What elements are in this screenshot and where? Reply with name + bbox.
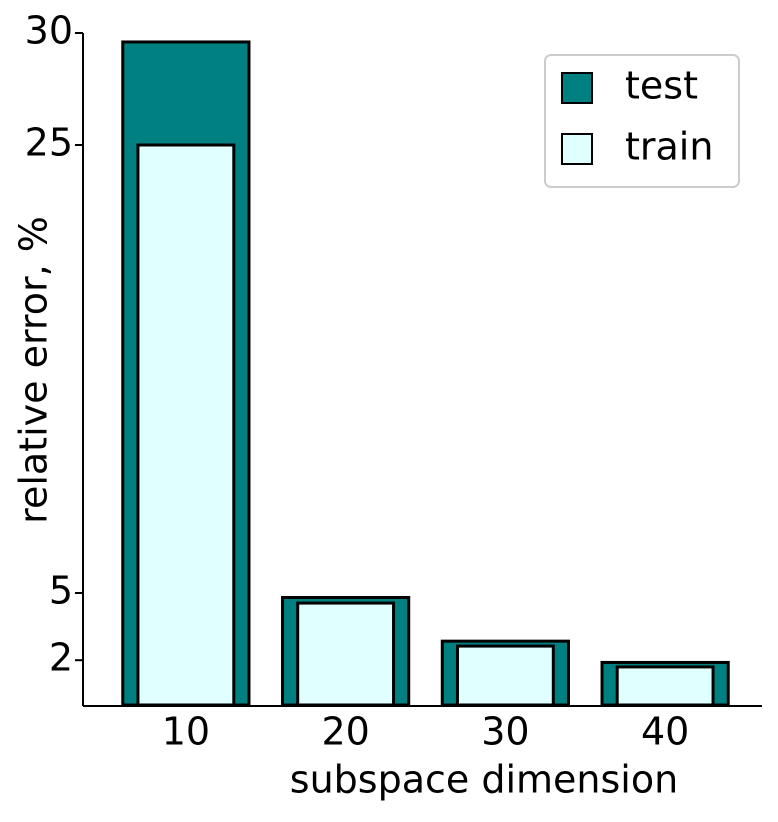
- legend-swatch: [561, 133, 593, 165]
- x-tick-label: 10: [162, 710, 210, 754]
- y-tick-label: 2: [49, 636, 73, 680]
- x-tick-label: 20: [321, 710, 369, 754]
- bar: [136, 143, 236, 707]
- legend-label: test: [625, 64, 698, 108]
- y-axis-label: relative error, %: [12, 216, 56, 524]
- y-tick-label: 30: [25, 9, 73, 53]
- x-axis-label: subspace dimension: [290, 758, 678, 802]
- y-tick-label: 25: [25, 121, 73, 165]
- y-tick-label: 5: [49, 569, 73, 613]
- bar: [455, 644, 555, 707]
- legend-swatch: [561, 72, 593, 104]
- legend-label: train: [625, 125, 713, 169]
- bar: [615, 665, 715, 707]
- x-tick-label: 30: [481, 710, 529, 754]
- x-tick-label: 40: [641, 710, 689, 754]
- bar: [296, 601, 396, 707]
- legend-box: [544, 54, 740, 188]
